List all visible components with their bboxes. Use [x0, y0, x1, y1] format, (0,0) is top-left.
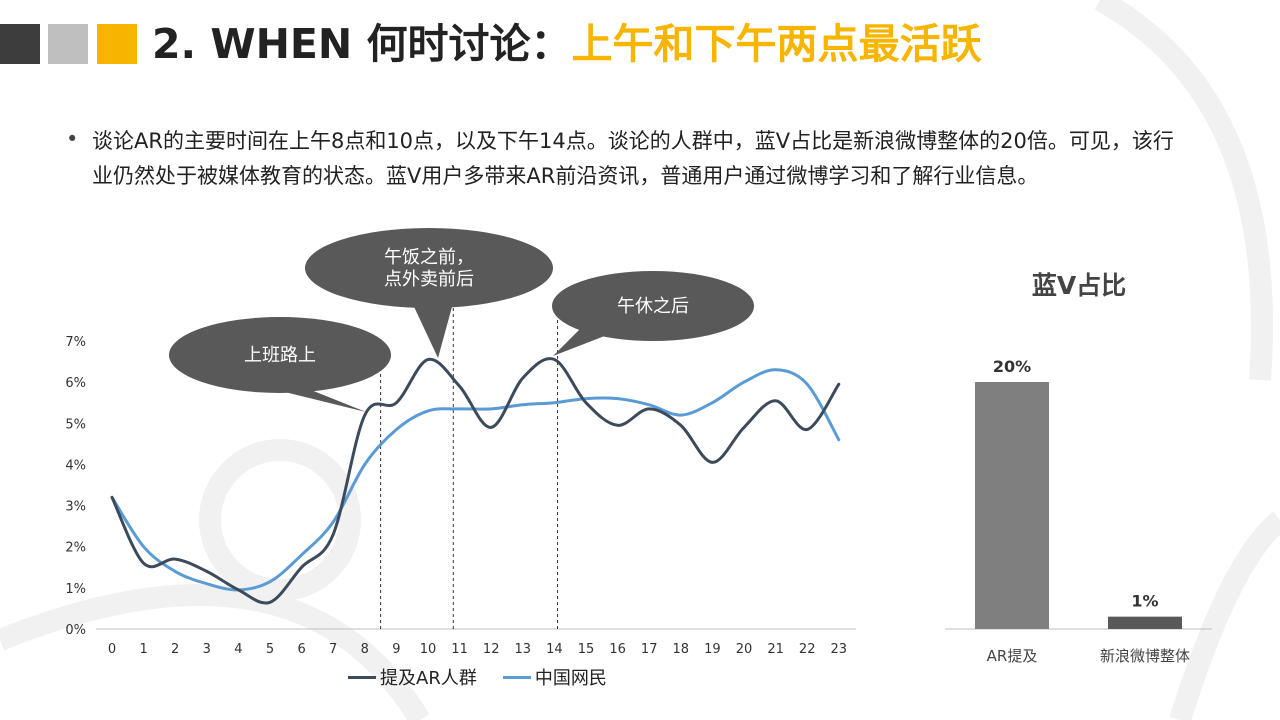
- x-tick-label: 13: [515, 642, 532, 657]
- title-highlight: 上午和下午两点最活跃: [571, 20, 982, 68]
- callout-commute-bubble: [169, 317, 391, 393]
- x-tick-label: 9: [392, 642, 400, 657]
- x-tick-label: 19: [704, 642, 721, 657]
- bar: [1108, 616, 1182, 629]
- x-tick-label: 22: [799, 642, 816, 657]
- x-tick-label: 4: [234, 642, 242, 657]
- x-tick-label: 2: [171, 642, 179, 657]
- header-square-dark: [0, 24, 40, 64]
- x-tick-label: 12: [483, 642, 500, 657]
- header-square-yellow: [97, 24, 137, 64]
- x-tick-label: 17: [641, 642, 658, 657]
- y-tick-label: 5%: [65, 417, 86, 432]
- x-tick-label: 20: [736, 642, 753, 657]
- callout-lunch-text: 点外卖前后: [384, 269, 474, 290]
- legend-item-ar: 提及AR人群: [348, 664, 477, 690]
- x-tick-label: 5: [266, 642, 274, 657]
- series-line-netizen: [110, 368, 841, 592]
- y-tick-label: 6%: [65, 376, 86, 391]
- bullet-text: 谈论AR的主要时间在上午8点和10点，以及下午14点。谈论的人群中，蓝V占比是新…: [92, 129, 1174, 188]
- legend-swatch-ar: [348, 675, 376, 679]
- x-tick-label: 3: [203, 642, 211, 657]
- legend-label-ar: 提及AR人群: [380, 668, 477, 689]
- y-tick-label: 2%: [65, 541, 86, 556]
- x-tick-label: 6: [297, 642, 305, 657]
- bullet-dot: •: [66, 127, 79, 151]
- bar-category-label: AR提及: [987, 647, 1038, 665]
- legend-item-netizen: 中国网民: [502, 664, 607, 690]
- x-tick-label: 23: [831, 642, 848, 657]
- callout-after-nap-text: 午休之后: [617, 296, 689, 317]
- bar-category-label: 新浪微博整体: [1100, 647, 1190, 665]
- header-square-gray: [48, 24, 88, 64]
- x-tick-label: 10: [420, 642, 437, 657]
- series-line-ar: [110, 357, 841, 605]
- bar-value-label: 20%: [993, 357, 1031, 376]
- callout-commute-text: 上班路上: [244, 345, 316, 366]
- x-tick-label: 21: [767, 642, 784, 657]
- y-tick-label: 4%: [65, 458, 86, 473]
- legend-label-netizen: 中国网民: [534, 668, 607, 689]
- x-tick-label: 8: [361, 642, 369, 657]
- callout-lunch-tail: [409, 296, 455, 358]
- legend-swatch-netizen: [502, 675, 531, 679]
- page-title: 2. WHEN 何时讨论：上午和下午两点最活跃: [152, 18, 982, 70]
- x-tick-label: 14: [546, 642, 563, 657]
- x-tick-label: 1: [139, 642, 147, 657]
- y-tick-label: 1%: [65, 582, 86, 597]
- callout-after-nap-bubble: [552, 271, 754, 341]
- y-tick-label: 0%: [65, 623, 86, 638]
- line-chart-legend: 提及AR人群 中国网民: [348, 664, 607, 690]
- x-tick-label: 16: [609, 642, 626, 657]
- x-tick-label: 7: [329, 642, 337, 657]
- y-tick-label: 3%: [65, 500, 86, 515]
- y-tick-label: 7%: [65, 335, 86, 350]
- title-main: 2. WHEN 何时讨论：: [152, 20, 572, 68]
- callout-lunch-text: 午饭之前，: [384, 247, 474, 268]
- x-tick-label: 15: [578, 642, 595, 657]
- bar-value-label: 1%: [1131, 592, 1158, 611]
- callout-lunch-bubble: [305, 228, 553, 308]
- x-tick-label: 18: [673, 642, 690, 657]
- x-tick-label: 11: [451, 642, 468, 657]
- x-tick-label: 0: [108, 642, 116, 657]
- bar: [975, 382, 1049, 629]
- bar-chart-title: 蓝V占比: [1031, 271, 1127, 300]
